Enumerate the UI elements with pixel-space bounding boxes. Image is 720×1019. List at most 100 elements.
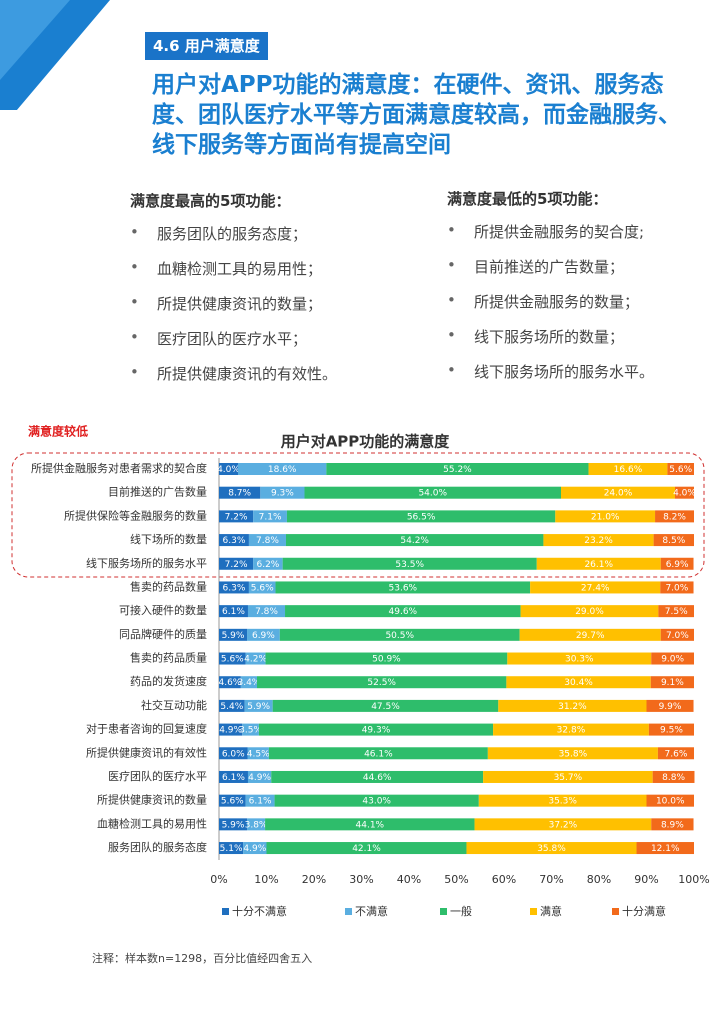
data-label: 7.0% (666, 631, 689, 641)
bar-segment (652, 770, 695, 783)
bar-segment (219, 747, 248, 760)
category-label: 社交互动功能 (141, 698, 207, 712)
list-title: 满意度最低的5项功能： (447, 190, 608, 208)
bar-segment (247, 605, 286, 618)
data-label: 4.9% (243, 844, 266, 854)
list-item: 线下服务场所的数量； (447, 326, 654, 361)
bar-segment (536, 557, 661, 570)
data-label: 53.5% (395, 560, 424, 570)
bar-segment (286, 510, 556, 523)
x-tick-label: 90% (634, 873, 658, 886)
data-label: 7.2% (225, 560, 248, 570)
data-label: 6.3% (223, 583, 246, 593)
data-label: 5.9% (222, 820, 245, 830)
bar-segment (478, 794, 647, 807)
bar-segment (658, 605, 694, 618)
category-label: 医疗团队的医疗水平 (108, 769, 207, 783)
legend-swatch (612, 908, 619, 915)
bar-segment (219, 486, 261, 499)
x-tick-label: 80% (587, 873, 611, 886)
category-label: 目前推送的广告数量 (108, 485, 207, 499)
data-label: 7.8% (255, 607, 278, 617)
bar-segment (247, 770, 272, 783)
data-label: 8.7% (228, 489, 251, 499)
legend-label: 满意 (540, 904, 562, 918)
x-tick-label: 50% (444, 873, 468, 886)
data-label: 35.8% (537, 844, 566, 854)
data-label: 21.0% (591, 512, 620, 522)
data-label: 8.5% (662, 536, 685, 546)
x-tick-label: 40% (397, 873, 421, 886)
data-label: 31.2% (558, 702, 587, 712)
bar-segment (555, 510, 656, 523)
bar-segment (247, 628, 280, 641)
bar-segment (483, 770, 653, 783)
bar-segment (219, 676, 241, 689)
bar-segment (274, 794, 479, 807)
data-label: 10.0% (656, 797, 685, 807)
bar-segment (646, 794, 694, 807)
data-label: 6.9% (252, 631, 275, 641)
data-label: 47.5% (371, 702, 400, 712)
data-label: 23.2% (584, 536, 613, 546)
data-label: 46.1% (364, 749, 393, 759)
data-label: 5.6% (669, 465, 692, 475)
list-item: 所提供金融服务的数量； (447, 291, 654, 326)
data-label: 24.0% (604, 489, 633, 499)
bar-segment (219, 794, 246, 807)
bar-segment (519, 628, 661, 641)
list-item: 医疗团队的医疗水平； (130, 328, 337, 363)
category-label: 线下服务场所的服务水平 (86, 556, 207, 570)
bar-segment (219, 842, 244, 855)
bar-segment (245, 794, 275, 807)
data-label: 7.5% (665, 607, 688, 617)
legend-swatch (222, 908, 229, 915)
data-label: 29.7% (576, 631, 605, 641)
category-label: 所提供金融服务对患者需求的契合度 (31, 461, 207, 475)
bar-segment (244, 699, 273, 712)
data-label: 35.8% (559, 749, 588, 759)
category-label: 所提供保险等金融服务的数量 (64, 508, 207, 522)
data-label: 9.3% (271, 489, 294, 499)
bar-segment (651, 652, 694, 665)
bar-segment (653, 534, 694, 547)
list-item: 所提供健康资讯的数量； (130, 293, 337, 328)
data-label: 7.2% (225, 512, 248, 522)
data-label: 5.9% (247, 702, 270, 712)
x-tick-label: 0% (210, 873, 227, 886)
legend-swatch (530, 908, 537, 915)
data-label: 3.5% (239, 726, 262, 736)
x-tick-label: 60% (492, 873, 516, 886)
data-label: 7.0% (665, 583, 688, 593)
bar-segment (493, 723, 649, 736)
data-label: 5.9% (222, 631, 245, 641)
bar-segment (247, 818, 266, 831)
bar-segment (275, 581, 531, 594)
list-item: 目前推送的广告数量； (447, 256, 654, 291)
bar-segment (219, 723, 243, 736)
bar-segment (326, 463, 589, 475)
data-label: 55.2% (443, 465, 472, 475)
bar-segment (657, 747, 694, 760)
data-label: 7.8% (256, 536, 279, 546)
headline: 用户对APP功能的满意度：在硬件、资讯、服务态度、团队医疗水平等方面满意度较高，… (152, 72, 681, 158)
bar-segment (304, 486, 561, 499)
data-label: 12.1% (651, 844, 680, 854)
bar-segment (506, 676, 651, 689)
data-label: 6.0% (222, 749, 245, 759)
bar-segment (219, 652, 246, 665)
data-label: 4.9% (219, 726, 242, 736)
category-label: 所提供健康资讯的有效性 (86, 745, 207, 759)
data-label: 3.8% (245, 820, 268, 830)
bar-segment (271, 770, 484, 783)
data-label: 5.4% (220, 702, 243, 712)
bar-segment (520, 605, 659, 618)
data-label: 50.9% (372, 655, 401, 665)
category-label: 售卖的药品质量 (130, 651, 207, 665)
bar-segment (219, 605, 248, 618)
bar-segment (266, 842, 467, 855)
data-label: 30.4% (564, 678, 593, 688)
corner-logo (0, 0, 110, 110)
category-label: 血糖检测工具的易用性 (97, 816, 207, 830)
